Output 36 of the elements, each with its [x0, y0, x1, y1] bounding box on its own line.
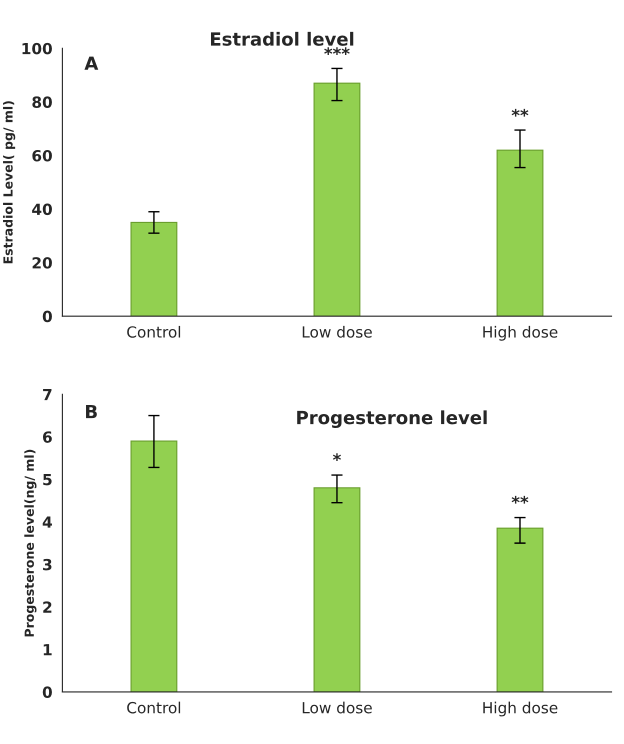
y-axis-title: Progesterone level(ng/ ml) — [24, 450, 36, 636]
bar — [314, 82, 360, 316]
annotation: * — [332, 453, 341, 462]
bar — [496, 150, 544, 316]
x-tick-label: Low dose — [302, 326, 372, 338]
y-tick-label: 4 — [42, 516, 52, 528]
y-tick-label: 20 — [32, 257, 52, 269]
annotation: ** — [512, 108, 528, 117]
x-tick-label: High dose — [483, 702, 558, 716]
y-tick-label: 1 — [44, 644, 52, 656]
bar — [130, 222, 178, 316]
y-tick-label: 80 — [32, 96, 52, 108]
annotation: A — [84, 56, 98, 70]
x-tick-label: High dose — [483, 326, 558, 341]
y-tick-label: 60 — [32, 150, 52, 162]
x-tick-label: Low dose — [302, 702, 372, 714]
bar — [496, 528, 544, 692]
bar — [130, 440, 178, 692]
bar — [314, 487, 360, 692]
y-tick-label: 0 — [42, 686, 52, 698]
annotation: B — [86, 404, 97, 418]
y-tick-label: 5 — [43, 474, 52, 486]
chart-title: Estradiol level — [210, 32, 354, 46]
y-tick-label: 2 — [43, 601, 52, 613]
x-tick-label: Control — [127, 326, 180, 338]
annotation: *** — [324, 47, 350, 55]
annotation: ** — [512, 496, 528, 504]
x-tick-label: Control — [127, 702, 180, 714]
y-tick-label: 100 — [22, 42, 52, 54]
y-tick-label: 7 — [43, 388, 52, 400]
y-tick-label: 6 — [42, 431, 52, 443]
y-axis-title: Estradiol Level( pg/ ml) — [3, 101, 16, 264]
y-tick-label: 3 — [43, 558, 52, 570]
y-tick-label: 0 — [42, 310, 52, 322]
y-tick-label: 40 — [32, 204, 52, 216]
text: Progesterone level — [297, 410, 487, 428]
